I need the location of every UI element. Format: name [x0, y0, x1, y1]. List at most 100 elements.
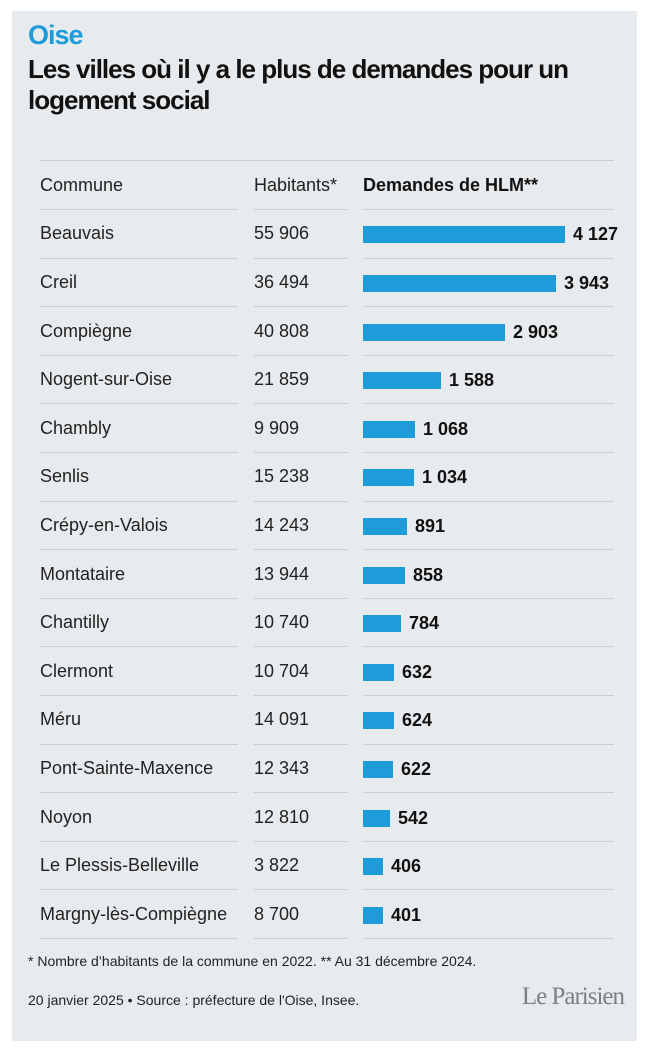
- demandes-bar: [363, 469, 414, 487]
- demandes-value-label: 858: [413, 564, 444, 585]
- row-rule-2: [363, 646, 614, 647]
- row-rule-0: [40, 452, 238, 453]
- commune-name: Méru: [40, 709, 82, 730]
- header-top-rule: [40, 160, 614, 161]
- habitants-value: 12 810: [254, 806, 310, 827]
- row-rule-0: [40, 695, 238, 696]
- demandes-bar: [363, 323, 505, 341]
- demandes-bar: [363, 372, 441, 390]
- habitants-value: 15 238: [254, 466, 310, 487]
- habitants-value: 10 704: [254, 660, 310, 681]
- commune-name: Pont-Sainte-Maxence: [40, 757, 214, 778]
- row-rule-top-2: [363, 209, 614, 210]
- demandes-value-label: 401: [391, 904, 422, 925]
- commune-name: Noyon: [40, 806, 93, 827]
- row-rule-2: [363, 695, 614, 696]
- commune-name: Clermont: [40, 660, 114, 681]
- row-rule-2: [363, 403, 614, 404]
- row-rule-0: [40, 306, 238, 307]
- demandes-value-label: 542: [398, 807, 429, 828]
- col-header-commune: Commune: [40, 175, 124, 195]
- row-rule-0: [40, 792, 238, 793]
- le-parisien-logo: Le Parisien: [521, 983, 625, 1010]
- row-rule-0: [40, 403, 238, 404]
- commune-name: Margny-lès-Compiègne: [40, 903, 228, 924]
- demandes-bar: [363, 517, 407, 535]
- demandes-value-label: 1 068: [423, 418, 469, 439]
- habitants-value: 55 906: [254, 223, 310, 244]
- commune-name: Crépy-en-Valois: [40, 514, 168, 535]
- demandes-value-label: 891: [415, 515, 446, 536]
- commune-name: Creil: [40, 271, 78, 292]
- row-rule-0: [40, 938, 238, 939]
- row-rule-0: [40, 549, 238, 550]
- commune-name: Compiègne: [40, 320, 133, 341]
- row-rule-2: [363, 841, 614, 842]
- habitants-value: 12 343: [254, 757, 310, 778]
- demandes-bar: [363, 615, 401, 633]
- commune-name: Montataire: [40, 563, 126, 584]
- col-header-habitants: Habitants*: [254, 175, 338, 195]
- row-rule-0: [40, 355, 238, 356]
- row-rule-2: [363, 598, 614, 599]
- habitants-value: 36 494: [254, 271, 310, 292]
- row-rule-2: [363, 938, 614, 939]
- col-header-demandes: Demandes de HLM**: [363, 175, 539, 195]
- demandes-bar: [363, 760, 393, 778]
- row-rule-1: [254, 501, 348, 502]
- row-rule-2: [363, 258, 614, 259]
- row-rule-0: [40, 598, 238, 599]
- row-rule-2: [363, 792, 614, 793]
- row-rule-0: [40, 258, 238, 259]
- row-rule-0: [40, 646, 238, 647]
- habitants-value: 21 859: [254, 369, 310, 390]
- row-rule-top-0: [40, 209, 238, 210]
- demandes-bar: [363, 420, 415, 438]
- row-rule-1: [254, 403, 348, 404]
- row-rule-0: [40, 841, 238, 842]
- demandes-value-label: 2 903: [513, 321, 559, 342]
- commune-name: Beauvais: [40, 223, 115, 244]
- habitants-value: 14 091: [254, 709, 310, 730]
- habitants-value: 14 243: [254, 514, 310, 535]
- row-rule-2: [363, 889, 614, 890]
- demandes-value-label: 632: [402, 661, 433, 682]
- row-rule-1: [254, 258, 348, 259]
- footnote: * Nombre d’habitants de la commune en 20…: [28, 953, 477, 969]
- row-rule-2: [363, 549, 614, 550]
- commune-name: Nogent-sur-Oise: [40, 369, 173, 390]
- row-rule-1: [254, 841, 348, 842]
- infographic-card: [12, 11, 637, 1041]
- row-rule-2: [363, 452, 614, 453]
- demandes-value-label: 3 943: [564, 272, 610, 293]
- commune-name: Chambly: [40, 417, 112, 438]
- row-rule-1: [254, 355, 348, 356]
- row-rule-0: [40, 889, 238, 890]
- row-rule-1: [254, 598, 348, 599]
- row-rule-1: [254, 549, 348, 550]
- demandes-bar: [363, 906, 383, 924]
- habitants-value: 9 909: [254, 417, 300, 438]
- demandes-bar: [363, 858, 383, 876]
- demandes-value-label: 406: [391, 856, 422, 877]
- row-rule-2: [363, 306, 614, 307]
- demandes-value-label: 4 127: [573, 224, 619, 245]
- row-rule-1: [254, 744, 348, 745]
- row-rule-0: [40, 744, 238, 745]
- row-rule-1: [254, 646, 348, 647]
- demandes-value-label: 784: [409, 613, 440, 634]
- demandes-value-label: 1 588: [449, 370, 495, 391]
- habitants-value: 13 944: [254, 563, 310, 584]
- row-rule-1: [254, 306, 348, 307]
- habitants-value: 8 700: [254, 903, 300, 924]
- demandes-bar: [363, 712, 394, 730]
- demandes-value-label: 624: [402, 710, 433, 731]
- habitants-value: 3 822: [254, 855, 300, 876]
- row-rule-2: [363, 355, 614, 356]
- kicker: Oise: [28, 20, 84, 50]
- demandes-value-label: 1 034: [422, 467, 468, 488]
- row-rule-2: [363, 744, 614, 745]
- commune-name: Senlis: [40, 466, 90, 487]
- row-rule-1: [254, 938, 348, 939]
- chart-title: Les villes où il y a le plus de demandes…: [28, 54, 569, 115]
